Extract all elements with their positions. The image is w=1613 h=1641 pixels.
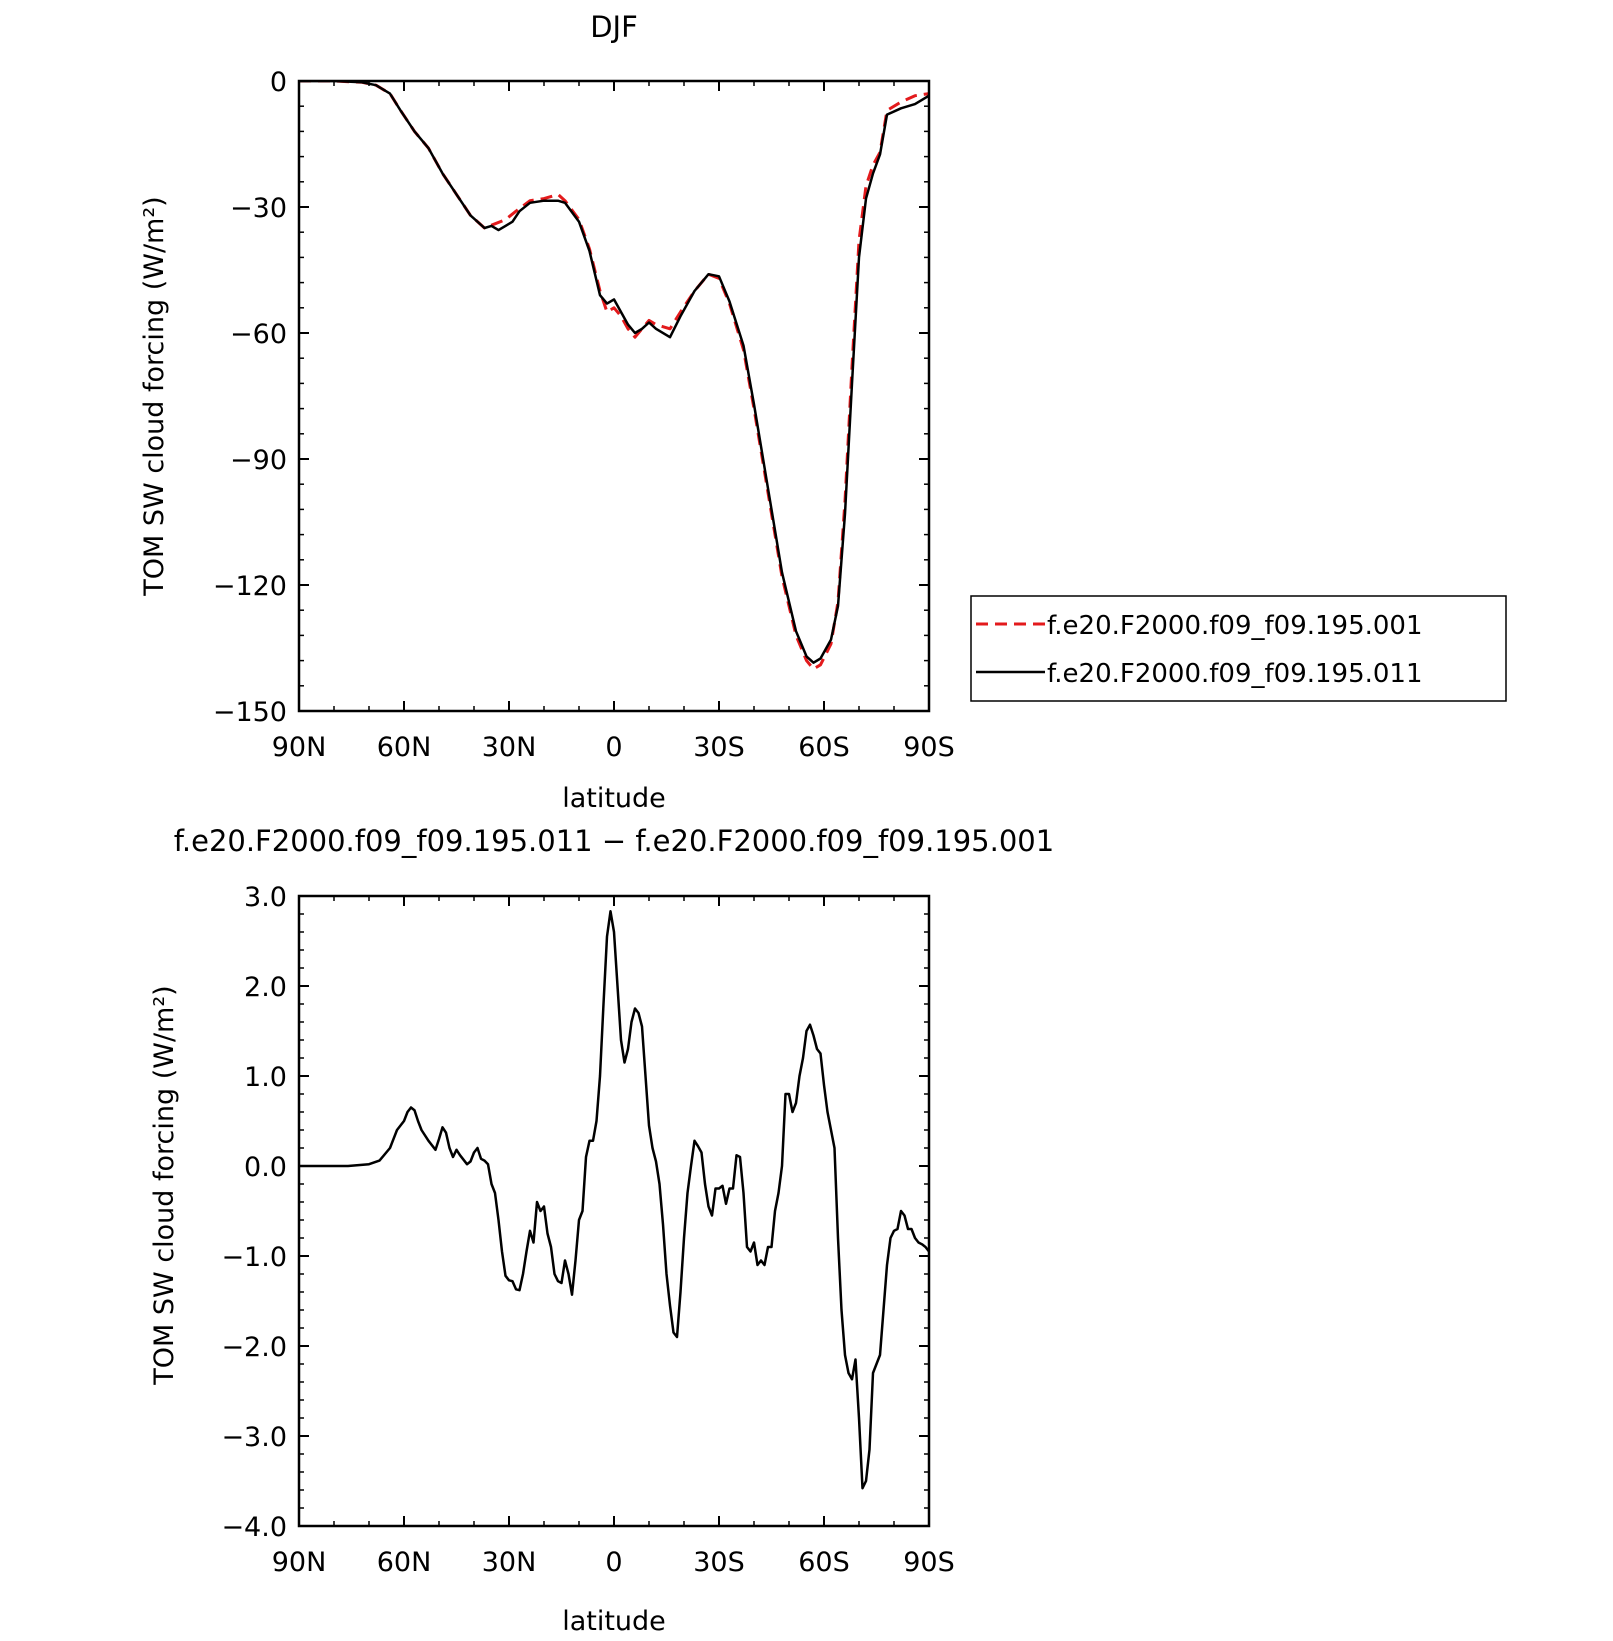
bottom-chart-x-tick-label: 30N: [482, 1547, 537, 1578]
bottom-chart-y-tick-labels: 3.0 2.0 1.0 0.0 −1.0 −2.0 −3.0 −4.0: [221, 882, 287, 1543]
bottom-chart-x-tick-label: 90N: [272, 1547, 327, 1578]
bottom-chart-ticks: [298, 895, 930, 1527]
top-chart-x-tick-label: 30N: [482, 732, 537, 763]
top-chart-y-tick-labels: 0 −30 −60 −90 −120 −150: [213, 67, 287, 728]
top-chart-x-tick-label: 60S: [798, 732, 850, 763]
bottom-chart-y-tick-label: −3.0: [221, 1422, 287, 1453]
top-chart-x-tick-label: 30S: [693, 732, 745, 763]
bottom-chart-lines: [299, 910, 929, 1490]
legend-entry-series-2: f.e20.F2000.f09_f09.195.011: [1047, 659, 1423, 689]
bottom-chart-x-tick-label: 0: [605, 1547, 622, 1578]
bottom-chart-y-tick-label: 1.0: [244, 1062, 287, 1093]
bottom-chart-x-tick-label: 90S: [903, 1547, 955, 1578]
bottom-chart-y-tick-label: −4.0: [221, 1512, 287, 1543]
bottom-chart-x-tick-labels: 90N 60N 30N 0 30S 60S 90S: [272, 1547, 955, 1578]
bottom-chart-y-tick-label: 2.0: [244, 972, 287, 1003]
top-chart-y-tick-label: −120: [213, 571, 287, 602]
top-chart-y-tick-label: −30: [230, 193, 287, 224]
bottom-chart-plot-frame: [297, 894, 931, 1528]
top-chart-x-tick-label: 60N: [377, 732, 432, 763]
top-chart-x-tick-label: 90S: [903, 732, 955, 763]
bottom-chart-x-tick-label: 60S: [798, 1547, 850, 1578]
bottom-chart-y-tick-label: 3.0: [244, 882, 287, 913]
bottom-chart-title: f.e20.F2000.f09_f09.195.011 − f.e20.F200…: [174, 824, 1054, 858]
bottom-chart-y-tick-label: 0.0: [244, 1152, 287, 1183]
top-chart-x-tick-labels: 90N 60N 30N 0 30S 60S 90S: [272, 732, 955, 763]
bottom-chart-x-axis-label: latitude: [562, 1606, 666, 1637]
top-chart-x-tick-label: 0: [605, 732, 622, 763]
top-chart-y-tick-label: −60: [230, 319, 287, 350]
legend-box: [970, 595, 1507, 702]
bottom-chart-panel: f.e20.F2000.f09_f09.195.011 − f.e20.F200…: [149, 824, 1054, 1637]
top-chart-series-line-2: [299, 81, 929, 664]
bottom-chart-series-line-1: [299, 910, 929, 1490]
top-chart-x-axis-label: latitude: [562, 783, 666, 814]
top-chart-legend: f.e20.F2000.f09_f09.195.001 f.e20.F2000.…: [970, 595, 1507, 702]
bottom-chart-x-tick-label: 60N: [377, 1547, 432, 1578]
top-chart-y-tick-label: −90: [230, 445, 287, 476]
top-chart-y-axis-label: TOM SW cloud forcing (W/m²): [139, 196, 170, 596]
top-chart-y-tick-label: 0: [270, 67, 287, 98]
top-chart-x-tick-label: 90N: [272, 732, 327, 763]
top-chart-ticks: [298, 80, 930, 712]
top-chart-plot-frame: [297, 79, 931, 713]
legend-entry-series-1: f.e20.F2000.f09_f09.195.001: [1047, 611, 1423, 641]
bottom-chart-y-tick-label: −2.0: [221, 1332, 287, 1363]
bottom-chart-y-axis-label: TOM SW cloud forcing (W/m²): [149, 985, 180, 1385]
top-chart-lines: [299, 81, 929, 671]
top-chart-title: DJF: [590, 10, 638, 44]
bottom-chart-y-tick-label: −1.0: [221, 1242, 287, 1273]
top-chart-panel: DJF 90N 60N 30N 0 30S 60S 90S 0 −30 −60 −90 −120 −1…: [139, 10, 1507, 814]
top-chart-series-line-1: [299, 81, 929, 671]
bottom-chart-x-tick-label: 30S: [693, 1547, 745, 1578]
top-chart-y-tick-label: −150: [213, 697, 287, 728]
